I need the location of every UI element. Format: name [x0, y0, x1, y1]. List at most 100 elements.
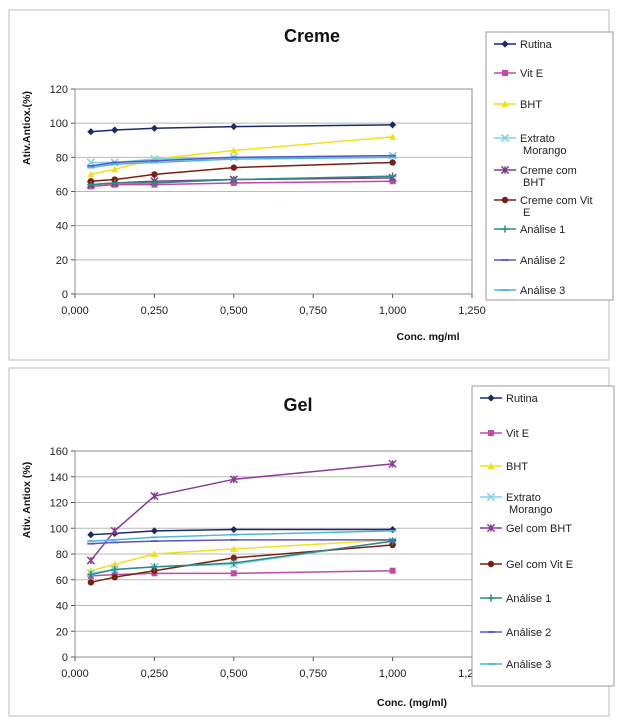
- legend-swatch-marker: [486, 523, 496, 533]
- data-point: [230, 554, 237, 562]
- y-tick-label: 0: [62, 652, 68, 664]
- data-point: [151, 567, 158, 574]
- data-point: [230, 122, 238, 131]
- legend-item: Creme com Vit E: [494, 195, 593, 219]
- x-tick-label: 1,000: [379, 668, 407, 680]
- data-point: [230, 175, 238, 184]
- legend-item: Análise 3: [494, 285, 565, 297]
- legend-swatch-marker: [487, 394, 495, 402]
- legend-item: Vit E: [494, 68, 543, 80]
- legend-label: Análise 1: [506, 593, 551, 605]
- legend-swatch-marker: [501, 100, 509, 107]
- data-point: [111, 165, 119, 173]
- legend-swatch-marker: [501, 196, 509, 204]
- x-tick-label: 1,000: [379, 305, 407, 317]
- data-point: [150, 563, 158, 571]
- data-point: [150, 550, 158, 557]
- data-point: [111, 573, 118, 581]
- data-point: [230, 559, 238, 567]
- legend-item: Análise 3: [480, 659, 551, 671]
- legend-label: Vit E: [520, 68, 543, 80]
- y-tick-label: 80: [56, 152, 68, 164]
- x-tick-label: 0,750: [299, 668, 327, 680]
- y-tick-label: 40: [56, 221, 68, 233]
- legend-swatch-marker: [502, 70, 508, 76]
- legend-item: Extrato Morango: [480, 492, 552, 516]
- y-tick-label: 60: [56, 187, 68, 199]
- data-point: [111, 565, 119, 574]
- legend-label: BHT: [520, 99, 542, 111]
- x-tick-label: 0,000: [61, 305, 89, 317]
- data-point: [230, 164, 237, 171]
- data-point: [389, 525, 397, 534]
- data-point: [87, 531, 95, 539]
- data-point: [389, 541, 396, 549]
- legend-item: Análise 1: [494, 224, 565, 236]
- data-point: [388, 459, 397, 469]
- legend-swatch-marker: [486, 492, 496, 502]
- x-tick-label: 1,250: [458, 305, 486, 317]
- legend-item: Análise 2: [480, 627, 551, 639]
- data-point: [229, 475, 238, 484]
- data-point: [230, 545, 238, 552]
- legend-item: Rutina: [480, 393, 539, 405]
- series-0: [87, 525, 397, 539]
- series-8: [87, 156, 397, 169]
- legend-swatch-marker: [500, 165, 510, 175]
- legend-label: Creme com Vit E: [520, 195, 593, 219]
- x-axis-label: Conc. (mg/ml): [377, 697, 447, 709]
- x-tick-label: 0,750: [299, 305, 327, 317]
- data-point: [110, 526, 119, 535]
- legend-swatch-marker: [500, 133, 510, 143]
- data-point: [151, 171, 158, 178]
- y-axis-label: Ativ. Antiox (%): [21, 462, 33, 538]
- legend-item: Rutina: [494, 39, 553, 51]
- data-point: [150, 527, 158, 535]
- y-tick-label: 160: [50, 446, 68, 458]
- x-tick-label: 0,500: [220, 668, 248, 680]
- legend-label: Análise 2: [506, 627, 551, 639]
- legend-label: Extrato Morango: [520, 133, 566, 157]
- y-tick-label: 20: [56, 626, 68, 638]
- legend-item: Gel com BHT: [480, 523, 572, 535]
- legend-swatch-marker: [501, 40, 509, 48]
- legend-swatch-marker: [488, 430, 494, 436]
- x-tick-label: 0,000: [61, 668, 89, 680]
- legend-item: BHT: [480, 461, 528, 473]
- legend-label: Gel com Vit E: [506, 559, 573, 571]
- legend-label: Vit E: [506, 428, 529, 440]
- data-point: [389, 121, 397, 129]
- data-point: [150, 491, 159, 501]
- legend-label: BHT: [506, 461, 528, 473]
- x-tick-label: 0,500: [220, 305, 248, 317]
- data-point: [111, 126, 119, 134]
- legend-label: Creme com BHT: [520, 165, 577, 189]
- chart-1: 0 20 40 60 80 100 120 140 160 0,000 0,250 0,500 0,75…: [8, 367, 615, 717]
- legend: Rutina Vit E BHT Extrato Morango Creme com B…: [485, 31, 614, 301]
- legend-label: Análise 3: [520, 285, 565, 297]
- x-tick-label: 0,250: [141, 668, 169, 680]
- data-point: [87, 181, 95, 189]
- data-point: [150, 124, 158, 132]
- data-point: [150, 179, 158, 187]
- data-point: [86, 556, 96, 565]
- series-0: [87, 121, 397, 136]
- data-point: [389, 133, 397, 140]
- data-point: [230, 570, 237, 577]
- legend-item: Análise 2: [494, 255, 565, 267]
- legend-swatch-marker: [487, 594, 495, 602]
- data-point: [87, 571, 95, 579]
- legend-label: Análise 3: [506, 659, 551, 671]
- data-point: [389, 172, 397, 180]
- y-axis-label: Ativ.Antiox.(%): [21, 91, 33, 165]
- series-6: [87, 172, 397, 189]
- data-point: [87, 128, 95, 136]
- y-tick-label: 80: [56, 549, 68, 561]
- series-7: [87, 538, 397, 545]
- y-tick-label: 40: [56, 601, 68, 613]
- legend-swatch-marker: [487, 462, 495, 469]
- data-point: [389, 159, 396, 166]
- legend-swatch-marker: [487, 560, 495, 568]
- legend-label: Gel com BHT: [506, 523, 572, 535]
